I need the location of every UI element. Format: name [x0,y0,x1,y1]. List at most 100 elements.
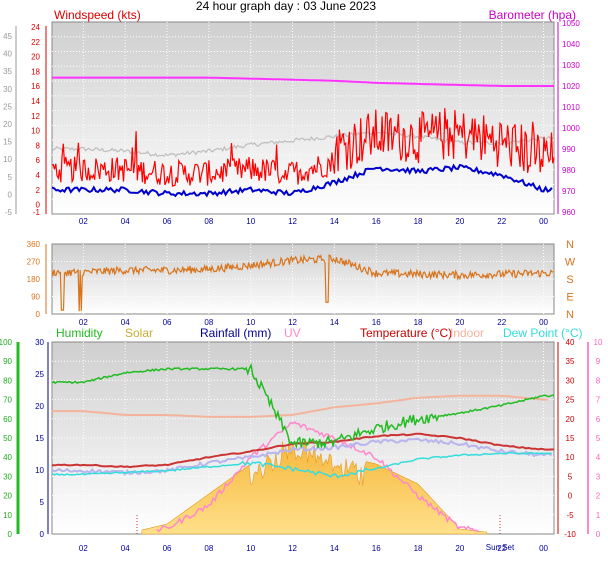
rain-tick: 15 [35,434,44,443]
wind-kts-tick: 8 [36,141,41,150]
x-tick-row2: 06 [163,544,172,553]
direction-tick: 270 [27,258,41,267]
temperature-tick: -5 [566,511,574,520]
humidity-tick: 20 [3,492,12,501]
x-tick-row1: 02 [79,318,88,327]
x-tick-row1: 08 [204,318,213,327]
x-tick-row2: 00 [539,544,548,553]
direction-tick: 180 [27,275,41,284]
x-tick-row0: 10 [246,217,255,226]
gust-series [51,108,555,187]
wind-left-label: Windspeed (kts) [54,8,141,22]
x-tick-row1: 18 [414,318,423,327]
humidity-series [51,362,555,449]
temperature-tick: 25 [566,396,575,405]
legend-6: Dew Point (°C) [503,326,582,340]
x-tick-row0: 12 [288,217,297,226]
wind-plot-area [51,21,555,215]
x-tick-row2: 16 [372,544,381,553]
x-tick-row1: 12 [288,318,297,327]
wind-left-tick: 5 [8,173,13,182]
wind-kts-tick: 0 [36,201,41,210]
x-tick-row1: 00 [539,318,548,327]
wind-kts-tick: 12 [31,112,40,121]
temperature-tick: 5 [568,472,573,481]
baro-tick: 960 [562,208,576,217]
x-tick-row2: 02 [79,544,88,553]
sunset-label: Sun Set [486,543,515,552]
wind-panel: Windspeed (kts) Barometer (hpa) -5 0 5 10 15… [3,8,580,217]
dewpoint-series [51,451,552,479]
rain-tick: 20 [35,402,44,411]
wind-kts-tick: 20 [31,53,40,62]
wind-right-label: Barometer (hpa) [489,8,576,22]
rain-tick: 25 [35,370,44,379]
legend-3: UV [284,326,301,340]
baro-tick: 1030 [562,61,580,70]
direction-tick: 0 [36,310,41,319]
x-tick-row0: 14 [330,217,339,226]
temperature-tick: 35 [566,357,575,366]
humidity-tick: 70 [3,396,12,405]
rain-tick: 5 [40,498,45,507]
x-tick-row0: 02 [79,217,88,226]
x-tick-row0: 08 [204,217,213,226]
humidity-tick: 80 [3,376,12,385]
x-tick-row2: 18 [414,544,423,553]
uv-tick: 6 [596,415,601,424]
x-tick-row2: 04 [121,544,130,553]
x-tick-row0: 00 [539,217,548,226]
temperature-tick: 20 [566,415,575,424]
compass-label: N [566,239,574,251]
wind-left-tick: 45 [3,32,12,41]
temperature-tick: 10 [566,453,575,462]
legend-1: Solar [125,326,153,340]
humidity-tick: 0 [8,530,13,539]
humidity-tick: 50 [3,434,12,443]
wind-kts-tick: 24 [31,23,40,32]
wind-kts-tick: 6 [36,156,41,165]
baro-tick: 970 [562,187,576,196]
x-tick-row0: 20 [455,217,464,226]
x-tick-row0: 06 [163,217,172,226]
uv-tick: 4 [596,453,601,462]
direction-series [51,253,554,312]
wind-left-tick: -5 [5,208,13,217]
humidity-tick: 100 [0,338,13,347]
barometer-series [52,76,554,87]
rain-tick: 10 [35,466,44,475]
x-tick-row1: 06 [163,318,172,327]
indoor-series [52,394,548,418]
baro-tick: 1000 [562,124,580,133]
humidity-tick: 90 [3,357,12,366]
wind-kts-tick: 22 [31,38,40,47]
graph-title: 24 hour graph day : 03 June 2023 [196,0,376,13]
wind-kts-tick: 16 [31,82,40,91]
x-tick-row2: 14 [330,544,339,553]
x-tick-row2: 20 [455,544,464,553]
temperature-tick: -10 [564,530,576,539]
temperature-tick: 40 [566,338,575,347]
legend-0: Humidity [56,326,103,340]
wind-kts-tick: -1 [33,208,41,217]
wind-left-tick: 20 [3,120,12,129]
uv-tick: 0 [596,530,601,539]
wind-kts-tick: 10 [31,127,40,136]
baro-tick: 1050 [562,19,580,28]
feels-like-series [51,437,553,476]
uv-series [156,421,480,533]
wind-left-tick: 0 [8,190,13,199]
baro-tick: 1010 [562,103,580,112]
baro-tick: 980 [562,166,576,175]
temperature-tick: 30 [566,376,575,385]
baro-tick: 990 [562,145,576,154]
wind-left-tick: 10 [3,155,12,164]
x-tick-row0: 16 [372,217,381,226]
x-tick-row2: 10 [246,544,255,553]
compass-label: N [566,309,574,321]
compass-label: E [566,292,573,304]
weather-panel: Humidity Solar Rainfall (mm) UV Temperature … [0,326,603,552]
uv-tick: 10 [594,338,603,347]
legend-4: Temperature (°C) [360,326,452,340]
